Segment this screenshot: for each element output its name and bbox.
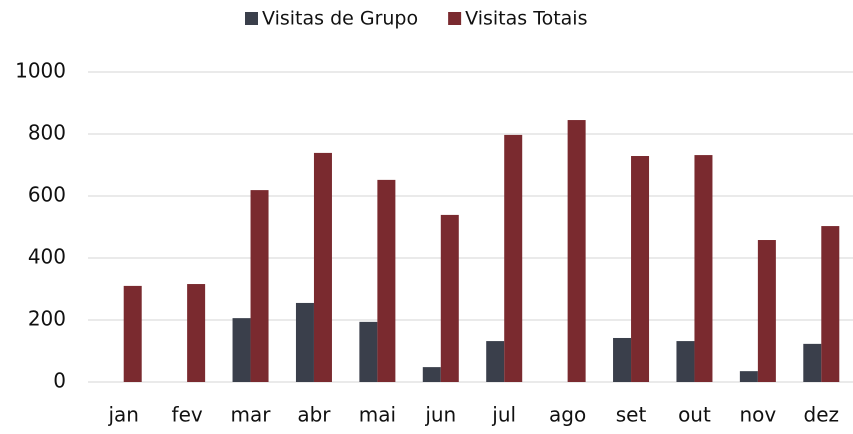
bar bbox=[739, 371, 758, 382]
bar bbox=[440, 214, 459, 382]
bar bbox=[123, 285, 142, 382]
y-tick-label: 0 bbox=[53, 369, 66, 393]
legend-label: Visitas Totais bbox=[465, 8, 587, 30]
bar bbox=[313, 152, 332, 382]
bar bbox=[694, 155, 713, 382]
x-tick-label: dez bbox=[804, 403, 840, 427]
bar bbox=[250, 190, 269, 382]
x-tick-label: out bbox=[678, 403, 711, 427]
x-tick-label: jul bbox=[491, 403, 516, 427]
bar bbox=[359, 321, 378, 382]
legend: Visitas de Grupo Visitas Totais bbox=[245, 8, 587, 30]
bar bbox=[676, 341, 695, 382]
y-tick-label: 1000 bbox=[15, 59, 66, 83]
bar bbox=[295, 302, 314, 382]
y-tick-label: 600 bbox=[28, 183, 66, 207]
x-tick-label: fev bbox=[172, 403, 203, 427]
bar bbox=[504, 134, 523, 382]
bar bbox=[232, 318, 251, 382]
bar bbox=[187, 284, 206, 382]
bar bbox=[803, 343, 822, 382]
x-tick-label: set bbox=[616, 403, 647, 427]
y-tick-label: 800 bbox=[28, 121, 66, 145]
x-tick-label: nov bbox=[740, 403, 777, 427]
legend-swatch bbox=[448, 12, 462, 25]
bar bbox=[486, 341, 505, 382]
x-tick-label: mar bbox=[231, 403, 272, 427]
bar bbox=[631, 156, 650, 382]
x-tick-label: jun bbox=[424, 403, 456, 427]
y-tick-label: 200 bbox=[28, 307, 66, 331]
legend-swatch bbox=[245, 12, 258, 25]
bar bbox=[567, 120, 586, 383]
x-tick-label: abr bbox=[297, 403, 331, 427]
x-tick-label: mai bbox=[359, 403, 396, 427]
bar bbox=[757, 240, 776, 382]
y-tick-label: 400 bbox=[28, 245, 66, 269]
bar bbox=[377, 179, 396, 382]
x-tick-label: jan bbox=[107, 403, 139, 427]
bar bbox=[422, 367, 441, 382]
bar bbox=[821, 226, 840, 382]
x-tick-label: ago bbox=[549, 403, 586, 427]
legend-label: Visitas de Grupo bbox=[262, 8, 418, 30]
bar bbox=[613, 337, 632, 382]
